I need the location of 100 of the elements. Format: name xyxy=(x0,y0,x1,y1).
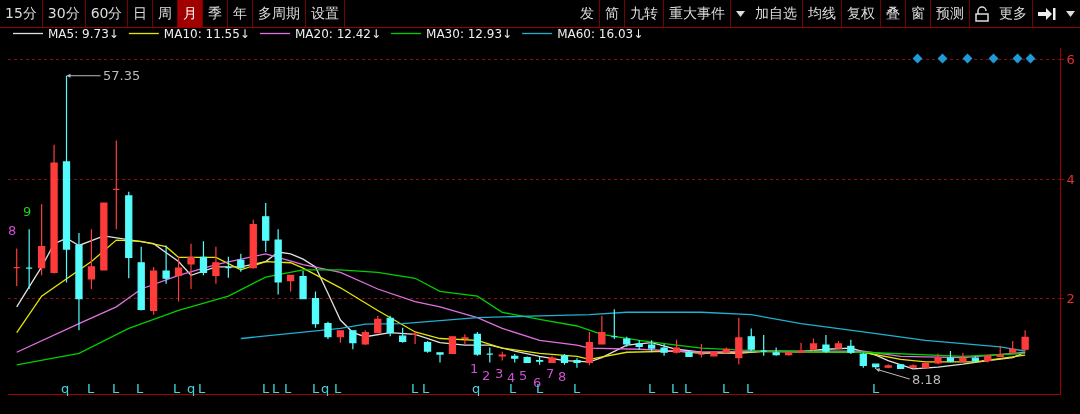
annotation: 8.18 xyxy=(912,372,941,387)
annotation: 8 xyxy=(558,369,567,384)
candlestick xyxy=(13,247,21,287)
annotation: 3 xyxy=(495,366,504,381)
annotation: L xyxy=(573,381,581,396)
candlestick xyxy=(224,256,233,279)
legend-label: MA5: 9.73↓ xyxy=(48,27,119,42)
text: 更多 xyxy=(994,0,1033,27)
annotation: L xyxy=(87,381,95,396)
y-tick-label: 2 xyxy=(1066,291,1075,307)
annotation: L xyxy=(112,381,120,396)
candlestick xyxy=(162,244,170,285)
candlestick xyxy=(473,331,481,357)
annotation: q xyxy=(472,381,481,396)
candlestick xyxy=(560,353,569,366)
annotation: L xyxy=(312,381,320,396)
candlestick xyxy=(909,363,917,369)
annotation: L xyxy=(284,381,292,396)
text: 简 xyxy=(600,0,625,27)
candlestick xyxy=(436,352,444,363)
candlestick xyxy=(735,317,743,365)
text: 月 xyxy=(178,0,204,27)
candlestick xyxy=(125,191,133,279)
candlestick xyxy=(984,355,992,363)
annotation: q xyxy=(61,381,70,396)
candlestick xyxy=(1021,329,1029,352)
candlestick xyxy=(25,228,33,290)
text: 发 xyxy=(575,0,600,27)
text: 30分 xyxy=(42,0,86,27)
candlestick xyxy=(486,346,494,363)
candlestick xyxy=(75,232,83,331)
annotation: 8 xyxy=(8,223,17,238)
candlestick xyxy=(299,270,307,300)
candlestick xyxy=(834,340,843,350)
candlestick xyxy=(772,346,780,357)
candlestick xyxy=(760,334,768,357)
candlestick xyxy=(324,321,332,340)
legend-label: MA60: 16.03↓ xyxy=(557,27,644,42)
y-tick-label: 4 xyxy=(1066,171,1075,187)
text: 日 xyxy=(128,0,154,27)
candlestick xyxy=(585,331,594,366)
y-tick-label: 6 xyxy=(1066,52,1075,68)
candlestick xyxy=(822,334,830,354)
candlestick xyxy=(1009,340,1017,355)
legend-label: MA30: 12.93↓ xyxy=(426,27,513,42)
candlestick xyxy=(262,202,270,253)
candlestick xyxy=(797,342,805,354)
annotation: L xyxy=(198,381,206,396)
annotation: L xyxy=(173,381,181,396)
candlestick xyxy=(448,336,457,355)
candlestick xyxy=(934,352,942,365)
candlestick xyxy=(548,355,556,363)
candlestick xyxy=(623,336,631,348)
text: 设置 xyxy=(306,0,346,27)
candlestick xyxy=(672,339,681,355)
annotation: L xyxy=(422,381,430,396)
candlestick xyxy=(100,202,108,271)
candlestick xyxy=(50,144,58,275)
annotation: 1 xyxy=(470,361,479,376)
candlestick xyxy=(274,228,282,295)
annotation: 9 xyxy=(23,204,32,219)
candlestick xyxy=(959,352,967,363)
line-series xyxy=(240,311,1026,352)
candlestick xyxy=(199,240,208,276)
candlestick xyxy=(884,363,892,369)
candlestick xyxy=(809,337,818,352)
text: 复权 xyxy=(842,0,881,27)
candlestick xyxy=(137,246,145,312)
candlestick xyxy=(237,253,245,273)
text: 周 xyxy=(153,0,179,27)
text: 预测 xyxy=(931,0,970,27)
annotation: 2 xyxy=(482,368,491,383)
annotation: L xyxy=(272,381,280,396)
candlestick xyxy=(311,290,320,329)
candlestick xyxy=(374,315,382,334)
candlestick xyxy=(511,353,519,363)
annotation: L xyxy=(262,381,270,396)
candlestick xyxy=(747,327,755,352)
annotation: L xyxy=(746,381,754,396)
candlestick xyxy=(635,339,643,351)
candlestick xyxy=(336,330,345,344)
line-series xyxy=(16,269,1026,366)
candlestick xyxy=(399,327,407,344)
candlestick xyxy=(386,315,394,337)
text: 加自选 xyxy=(750,0,803,27)
candlestick xyxy=(112,139,120,230)
candlestick xyxy=(946,350,955,363)
annotation: L xyxy=(671,381,679,396)
candlestick xyxy=(249,219,257,270)
text: 60分 xyxy=(85,0,129,27)
candlestick xyxy=(598,315,606,345)
candlestick xyxy=(573,357,581,369)
annotation: L xyxy=(136,381,144,396)
annotation: L xyxy=(872,381,880,396)
candlestick xyxy=(286,274,295,292)
text: 均线 xyxy=(803,0,842,27)
candlestick xyxy=(847,339,855,355)
candlestick xyxy=(150,266,158,316)
candlestick xyxy=(187,243,195,290)
candlestick xyxy=(685,350,693,358)
